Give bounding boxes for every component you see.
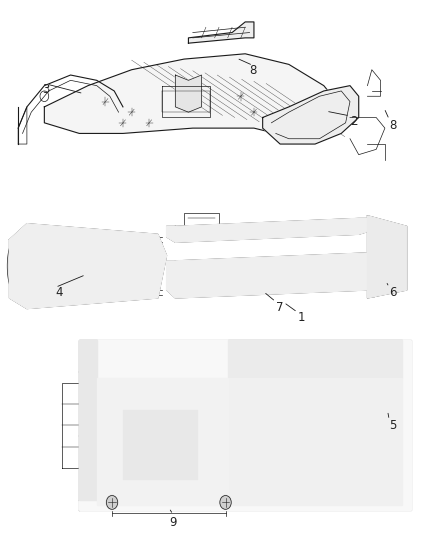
Polygon shape [175,75,201,112]
Text: 8: 8 [389,118,397,132]
Polygon shape [97,378,228,505]
Polygon shape [166,219,367,243]
Polygon shape [79,341,411,511]
Text: 6: 6 [389,286,397,300]
Circle shape [106,496,118,510]
Text: 3: 3 [42,83,49,96]
Polygon shape [367,216,407,298]
Polygon shape [228,341,403,378]
Text: 9: 9 [169,516,176,529]
Polygon shape [10,224,166,309]
Text: 5: 5 [389,419,397,432]
Polygon shape [166,253,376,298]
Text: 4: 4 [55,286,63,300]
Text: 1: 1 [297,311,305,324]
Polygon shape [263,86,359,144]
Text: 7: 7 [276,301,283,313]
Polygon shape [123,409,197,479]
Polygon shape [44,54,341,139]
Text: 8: 8 [250,64,257,77]
Polygon shape [79,341,97,500]
Circle shape [220,496,231,510]
Polygon shape [188,22,254,43]
Text: 2: 2 [350,115,357,128]
Polygon shape [228,378,403,505]
